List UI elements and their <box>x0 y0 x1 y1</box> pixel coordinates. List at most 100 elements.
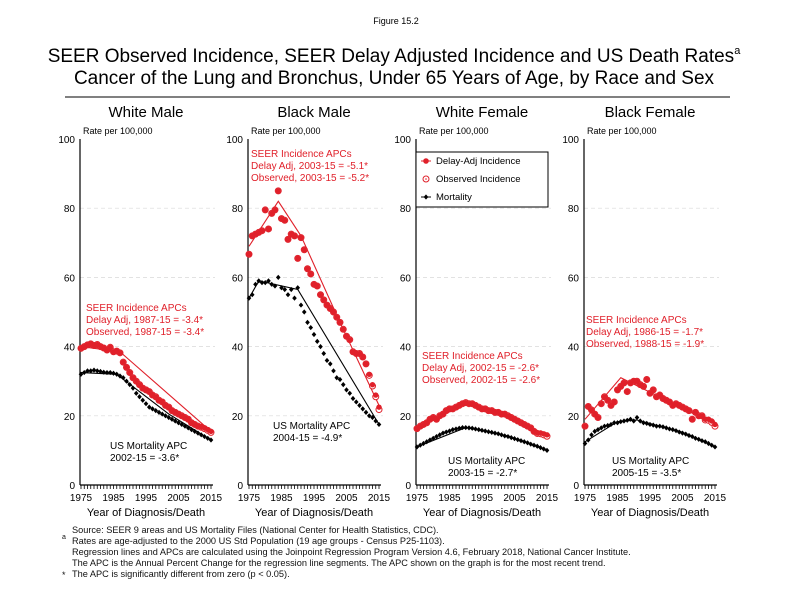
delay-adj-incidence-point <box>373 392 379 398</box>
x-tick-label: 2015 <box>536 493 559 504</box>
mortality-apc-title: US Mortality APC <box>448 456 525 467</box>
mortality-point <box>81 369 87 376</box>
title-line-2: Cancer of the Lung and Bronchus, Under 6… <box>74 68 715 89</box>
mortality-point <box>137 394 142 400</box>
y-tick-label: 60 <box>232 273 244 284</box>
mortality-point <box>495 431 501 437</box>
mortality-point <box>518 438 524 444</box>
delay-adj-incidence-point <box>592 411 598 417</box>
y-tick-label: 80 <box>400 204 412 215</box>
delay-adj-incidence-point <box>275 188 281 194</box>
mortality-point <box>357 402 362 409</box>
mortality-point <box>337 376 343 383</box>
x-axis-label: Year of Diagnosis/Death <box>87 507 205 519</box>
mortality-point <box>463 424 469 431</box>
legend-box <box>415 151 549 208</box>
mortality-point <box>347 390 353 396</box>
mortality-point <box>430 435 436 441</box>
delay-adj-incidence-point <box>153 394 159 400</box>
delay-adj-incidence-point <box>317 292 324 298</box>
delay-adj-incidence-point <box>327 305 333 312</box>
mortality-point <box>531 442 537 448</box>
delay-adj-incidence-point <box>588 407 595 413</box>
x-tick-label: 1985 <box>270 493 293 504</box>
delay-adj-incidence-point <box>246 251 252 257</box>
delay-adj-incidence-point <box>712 421 718 428</box>
x-tick-label: 2005 <box>503 493 526 504</box>
delay-adj-incidence-point <box>369 381 376 388</box>
delay-adj-incidence-point <box>340 326 346 332</box>
panel-title: Black Female <box>605 104 696 121</box>
panel-title: White Female <box>436 104 529 121</box>
mortality-point <box>101 369 107 375</box>
mortality-point <box>133 390 139 396</box>
mortality-point <box>512 436 517 442</box>
mortality-point <box>505 433 511 440</box>
y-tick-label: 40 <box>64 343 76 354</box>
mortality-point <box>663 425 669 431</box>
mortality-point <box>169 416 175 422</box>
y-tick-label: 100 <box>58 135 75 146</box>
mortality-point <box>292 295 297 301</box>
delay-adj-incidence-point <box>347 336 353 343</box>
mortality-point <box>515 437 521 443</box>
x-tick-label: 1975 <box>238 493 261 504</box>
mortality-point <box>321 350 327 357</box>
delay-adj-incidence-point <box>117 350 123 356</box>
delay-adj-incidence-point <box>650 387 656 393</box>
mortality-point <box>262 279 268 286</box>
mortality-point <box>414 444 420 450</box>
delay-adj-incidence-point <box>689 416 695 422</box>
mortality-point <box>279 285 284 291</box>
mortality-point <box>318 344 323 350</box>
x-axis-label: Year of Diagnosis/Death <box>423 507 541 519</box>
y-tick-label: 100 <box>226 135 243 146</box>
title-line-1: SEER Observed Incidence, SEER Delay Adju… <box>48 45 742 67</box>
y-tick-label: 20 <box>568 412 580 423</box>
mortality-apc: 2002-15 = -3.6* <box>110 453 179 464</box>
mortality-point <box>269 281 275 287</box>
mortality-point <box>150 406 155 412</box>
y-tick-label: 60 <box>400 273 412 284</box>
delay-adj-incidence-point <box>308 271 314 277</box>
panel-title: White Male <box>108 104 183 121</box>
mortality-point <box>424 439 430 445</box>
delay-adj-incidence-point <box>136 381 143 388</box>
y-tick-label: 80 <box>232 204 244 215</box>
mortality-point <box>94 368 100 374</box>
mortality-point <box>502 433 508 439</box>
mortality-point <box>541 446 547 452</box>
x-tick-label: 1995 <box>471 493 494 504</box>
y-tick-label: 20 <box>400 412 412 423</box>
mortality-point <box>589 432 594 438</box>
y-tick-label: 40 <box>400 343 412 354</box>
delay-adj-incidence-point <box>376 404 382 410</box>
mortality-point <box>88 368 94 374</box>
mortality-point <box>434 433 439 440</box>
mortality-point <box>182 423 188 429</box>
mortality-apc: 2005-15 = -3.5* <box>612 468 681 479</box>
mortality-point <box>469 425 475 431</box>
y-tick-label: 20 <box>64 412 76 423</box>
mortality-point <box>266 278 271 284</box>
delay-adj-apc: Delay Adj, 1986-15 = -1.7* <box>586 327 703 338</box>
delay-adj-incidence-point <box>611 399 617 405</box>
mortality-point <box>192 428 198 434</box>
delay-adj-incidence-point <box>598 400 604 407</box>
mortality-point <box>331 368 336 374</box>
x-tick-label: 2005 <box>167 493 190 504</box>
x-tick-label: 2005 <box>671 493 694 504</box>
delay-adj-incidence-point <box>634 378 640 384</box>
mortality-point <box>146 404 152 410</box>
mortality-point <box>618 419 624 425</box>
mortality-point <box>156 409 162 415</box>
y-axis-label: Rate per 100,000 <box>251 126 321 136</box>
mortality-point <box>202 433 207 440</box>
delay-adj-incidence-point <box>709 418 715 424</box>
delay-adj-incidence-point <box>166 404 172 410</box>
mortality-point <box>153 408 159 414</box>
x-tick-label: 1995 <box>639 493 662 504</box>
y-tick-label: 100 <box>562 135 579 146</box>
delay-adj-incidence-point <box>146 388 152 395</box>
y-tick-label: 0 <box>237 481 243 492</box>
